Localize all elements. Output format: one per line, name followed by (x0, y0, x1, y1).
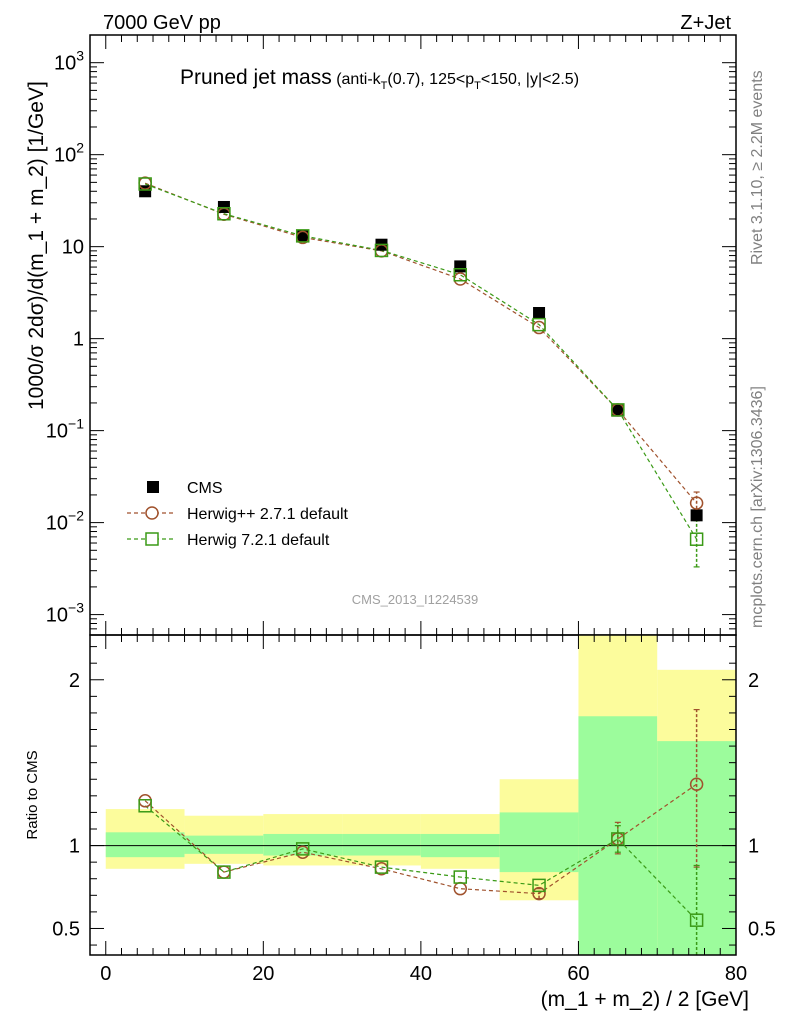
herwig7-point (217, 206, 231, 221)
ratio-herwig7-point (689, 913, 704, 927)
herwig7-point (453, 267, 468, 282)
legend-label-cms: CMS (187, 480, 223, 497)
ratio-herwig7-point (374, 860, 389, 874)
cms-point (454, 260, 467, 273)
ratio-band-inner (263, 833, 343, 856)
main-ytick-label: 10−3 (46, 600, 84, 627)
ratio-herwig7-point (217, 865, 231, 879)
cms-point (533, 307, 546, 320)
main-ticks (90, 34, 737, 636)
series-line-herwig7 (144, 183, 698, 540)
ratio-herwigpp-point (532, 886, 546, 901)
analysis-watermark: CMS_2013_I1224539 (352, 592, 479, 607)
main-ytick-label-base: 1 (73, 329, 84, 351)
main-ytick-label-exp: 3 (76, 48, 84, 64)
ratio-xtick-label: 40 (410, 963, 432, 985)
ratio-ylabel: Ratio to CMS (24, 750, 41, 839)
ratio-xtick-label: 60 (567, 963, 589, 985)
main-ytick-label-base: 10 (46, 421, 68, 443)
ratio-band-inner (342, 833, 421, 856)
main-ytick-label: 10 (62, 237, 84, 259)
ratio-bands-layer (105, 635, 736, 955)
ratio-line-herwig7 (144, 805, 698, 921)
main-ytick-label-exp: −2 (68, 508, 84, 524)
ratio-herwig7-point (138, 799, 152, 813)
ratio-band-inner (105, 832, 185, 858)
main-ytick-label-base: 10 (54, 53, 76, 75)
legend: CMS Herwig++ 2.7.1 default Herwig 7.2.1 … (127, 480, 349, 549)
ratio-tick-labels: 0.5 0.51 12 20 20 40 60 80 (52, 670, 776, 985)
main-ytick-label-base: 10 (62, 237, 84, 259)
main-ylabel: 1000/σ 2dσ)/d(m_1 + m_2) [1/GeV] (25, 81, 48, 410)
ratio-line-herwigpp (144, 783, 697, 895)
ratio-ytick-label-right: 1 (748, 836, 759, 858)
cms-point (611, 404, 624, 417)
main-ytick-label-exp: −1 (68, 416, 84, 432)
cms-point (296, 230, 309, 243)
ratio-herwig7-point (532, 878, 546, 893)
ratio-ytick-label-right: 2 (748, 670, 759, 692)
herwig7-point (532, 317, 546, 332)
main-ytick-label: 103 (54, 48, 84, 75)
legend-label-herwig7: Herwig 7.2.1 default (187, 532, 330, 549)
mcplots-label: mcplots.cern.ch [arXiv:1306.3436] (749, 386, 766, 628)
cms-point (217, 200, 230, 213)
ratio-frame (89, 634, 737, 956)
main-ytick-label: 10−2 (46, 508, 84, 535)
ratio-band-inner (499, 812, 579, 873)
ratio-xlabel: (m_1 + m_2) / 2 [GeV] (541, 988, 749, 1011)
ratio-ytick-label-left: 1 (69, 836, 80, 858)
ratio-ytick-label-left: 2 (69, 670, 80, 692)
herwig7-point (611, 403, 625, 417)
series-line-herwigpp (144, 182, 698, 504)
cms-point (690, 509, 703, 522)
main-ytick-label-base: 10 (46, 513, 68, 535)
main-ytick-label: 10−1 (46, 416, 84, 443)
herwig7-point (689, 532, 704, 546)
ratio-ticks (90, 635, 737, 955)
legend-marker-cms (147, 481, 159, 493)
main-ytick-label: 102 (54, 140, 84, 167)
herwigpp-point (689, 496, 704, 510)
rivet-label: Rivet 3.1.10, ≥ 2.2M events (749, 70, 766, 265)
main-ytick-label: 1 (73, 329, 84, 351)
ratio-xtick-label: 80 (725, 963, 747, 985)
herwig7-point (295, 229, 310, 243)
ratio-data-layer (138, 709, 704, 955)
ratio-herwig7-point (611, 832, 625, 846)
ratio-panel: 0.5 0.51 12 20 20 40 60 80 Ratio to CMS (m_1 + … (24, 634, 776, 1011)
ratio-herwig7-point (295, 842, 310, 856)
legend-marker-herwigpp (145, 506, 159, 520)
main-ytick-label-base: 10 (46, 605, 68, 627)
ratio-ytick-label-left: 0.5 (52, 918, 80, 940)
herwig7-point (138, 177, 152, 191)
ratio-ytick-label-right: 0.5 (748, 918, 776, 940)
ratio-xtick-label: 0 (100, 963, 111, 985)
main-ytick-label-exp: 2 (76, 140, 84, 156)
main-data-layer (138, 176, 704, 568)
main-ytick-label-exp: −3 (68, 600, 84, 616)
legend-label-herwigpp: Herwig++ 2.7.1 default (187, 506, 349, 523)
ratio-herwig7-point (453, 870, 468, 884)
process-label: Z+Jet (680, 12, 731, 34)
ratio-band-inner (184, 835, 264, 854)
legend-marker-herwig7 (145, 532, 159, 546)
herwig7-point (374, 243, 389, 258)
main-ytick-label-base: 10 (54, 145, 76, 167)
plot-title: Pruned jet mass (anti-kT(0.7), 125<pT<15… (180, 66, 579, 92)
ratio-xtick-label: 20 (252, 963, 274, 985)
energy-label: 7000 GeV pp (103, 12, 221, 34)
ratio-herwigpp-point (689, 777, 704, 791)
